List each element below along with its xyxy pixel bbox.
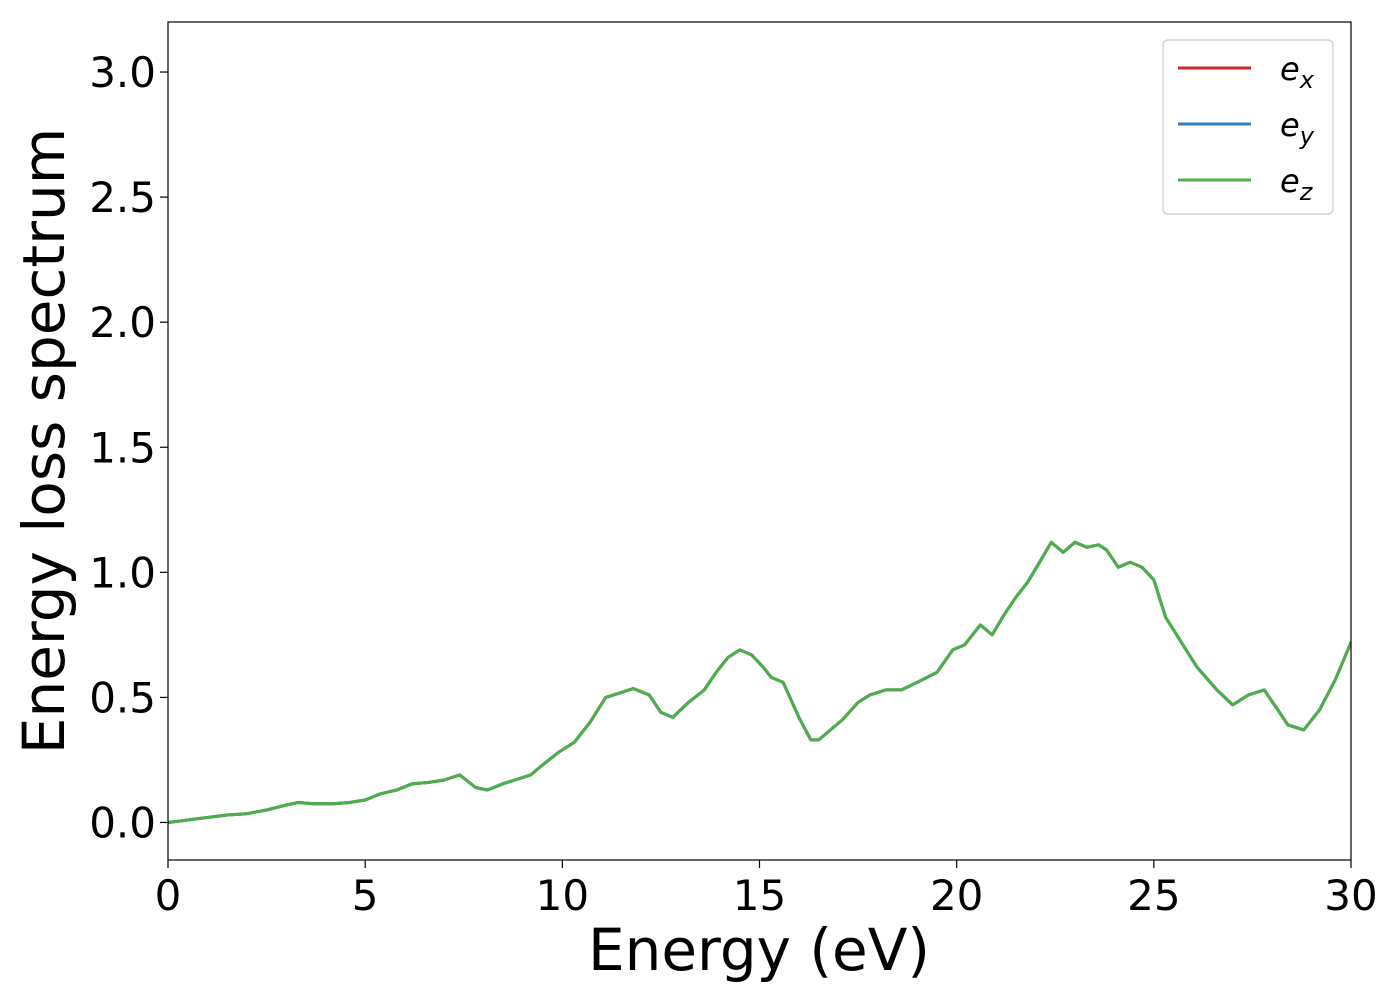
y-axis: 0.0 0.5 1.0 1.5 2.0 2.5 3.0 [89,48,168,847]
y-axis-title: Energy loss spectrum [10,128,78,754]
legend-label-subscript: y [1299,122,1315,150]
x-tick-label: 10 [536,871,589,920]
y-tick-label: 2.5 [89,173,156,222]
legend-label-base: e [1280,50,1300,88]
series-layer [168,540,1351,824]
legend-label-ey: ey [1280,106,1315,150]
legend-label-subscript: z [1299,178,1314,206]
x-tick-label: 20 [930,871,983,920]
x-tick-label: 15 [733,871,786,920]
y-tick-label: 0.0 [89,798,156,847]
legend-label-base: e [1280,162,1300,200]
x-tick-label: 25 [1127,871,1180,920]
legend-label-ez: ez [1280,162,1314,206]
series-line-e-z [168,540,1351,824]
plot-area [168,22,1351,860]
x-tick-label: 0 [155,871,182,920]
x-axis: 0 5 10 15 20 25 30 [155,860,1378,920]
y-tick-label: 1.0 [89,548,156,597]
y-tick-label: 2.0 [89,298,156,347]
legend-label-subscript: x [1299,66,1315,94]
y-tick-label: 3.0 [89,48,156,97]
x-tick-label: 30 [1324,871,1377,920]
y-tick-label: 1.5 [89,423,156,472]
legend-label-ex: ex [1280,50,1315,94]
legend-box [1162,39,1334,215]
x-axis-title: Energy (eV) [588,916,930,984]
y-tick-label: 0.5 [89,673,156,722]
x-tick-label: 5 [352,871,379,920]
legend-label-base: e [1280,106,1300,144]
